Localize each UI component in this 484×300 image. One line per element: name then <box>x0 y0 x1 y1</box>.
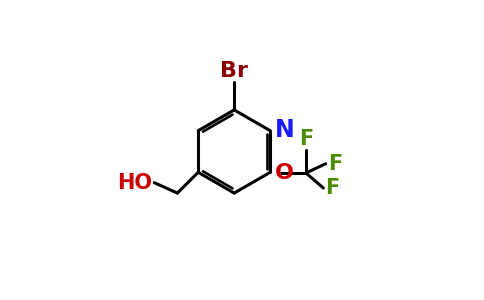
Text: N: N <box>275 118 295 142</box>
Text: HO: HO <box>118 173 152 193</box>
Text: Br: Br <box>220 61 248 81</box>
Text: F: F <box>328 154 342 174</box>
Text: F: F <box>325 178 339 198</box>
Text: O: O <box>275 164 294 183</box>
Text: F: F <box>299 129 313 149</box>
